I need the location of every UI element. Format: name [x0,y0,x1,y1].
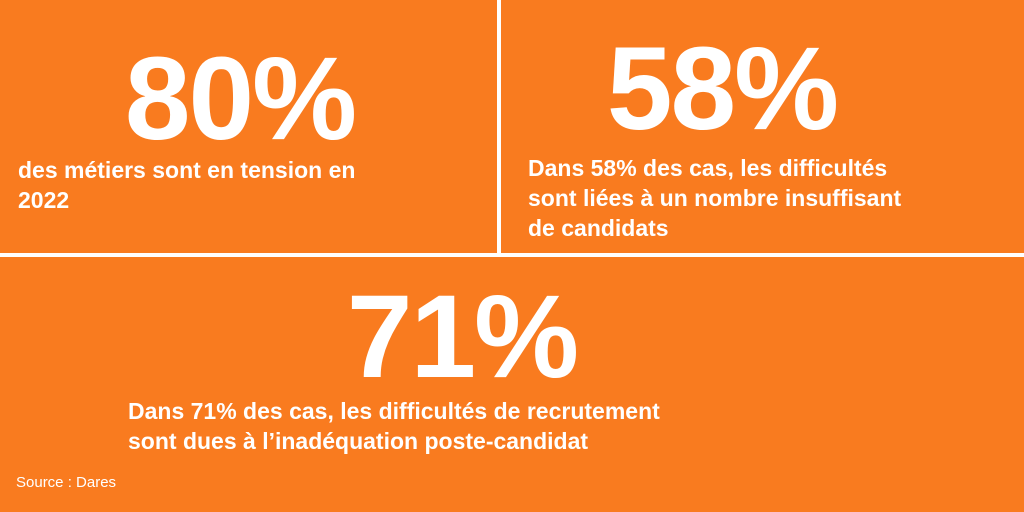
text-line: Dans 58% des cas, les difficultés [528,155,888,181]
horizontal-divider [0,253,1024,257]
stat-description: des métiers sont en tension en 2022 [18,155,355,215]
stat-number: 58% [606,23,839,155]
text-line: sont dues à l’inadéquation poste-candida… [128,428,589,454]
stat-number: 71% [346,271,579,403]
stat-number: 80% [124,33,357,165]
text-line: sont liées à un nombre insuffisant [528,185,902,211]
text-line: des métiers sont en tension en [18,157,356,183]
text-line: 2022 [18,187,70,213]
text-line: de candidats [528,215,669,241]
text-line: Dans 71% des cas, les difficultés de rec… [128,398,660,424]
vertical-divider [497,0,501,255]
stat-description: Dans 58% des cas, les difficultés sont l… [528,153,901,243]
source: Source : Dares [16,474,117,491]
stat-description: Dans 71% des cas, les difficultés de rec… [128,396,660,456]
